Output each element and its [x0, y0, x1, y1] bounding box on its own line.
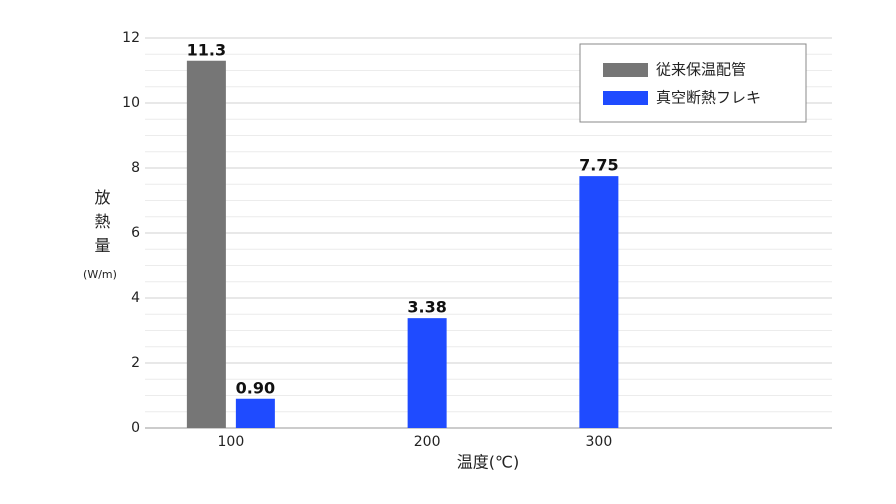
y-tick-label: 12: [122, 30, 140, 46]
y-axis-unit: (W/m): [83, 268, 117, 281]
bar: [407, 318, 447, 428]
value-label: 7.75: [579, 156, 618, 175]
legend-box: [579, 43, 807, 123]
y-tick-label: 4: [131, 290, 140, 306]
y-tick-label: 6: [131, 225, 140, 241]
y-tick-label: 0: [131, 420, 140, 436]
y-tick-label: 10: [122, 95, 140, 111]
legend-label: 真空断熱フレキ: [656, 89, 761, 107]
x-axis-label: 温度(℃): [457, 453, 519, 472]
value-label: 3.38: [407, 298, 446, 317]
legend-label: 従来保温配管: [656, 61, 746, 79]
y-tick-label: 2: [131, 355, 140, 371]
bar: [235, 398, 275, 428]
bar: [186, 60, 226, 428]
y-axis-label: 放熱量: [92, 189, 111, 261]
value-label: 11.3: [187, 40, 226, 59]
y-tick-label: 8: [131, 160, 140, 176]
x-tick-label: 300: [586, 434, 613, 450]
bar: [579, 176, 619, 428]
x-tick-label: 200: [414, 434, 441, 450]
x-tick-label: 100: [218, 434, 245, 450]
value-label: 0.90: [236, 378, 275, 397]
legend-swatch: [603, 91, 648, 105]
legend-swatch: [603, 63, 648, 77]
